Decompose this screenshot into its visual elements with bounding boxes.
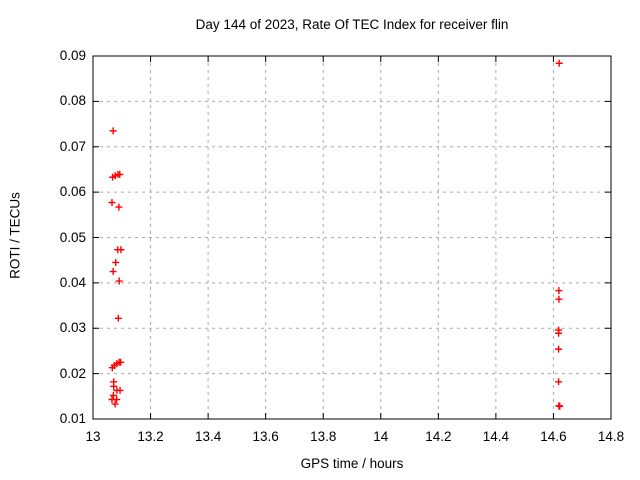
data-point [114, 314, 122, 322]
y-tick-label: 0.04 [59, 274, 86, 290]
data-point [555, 295, 563, 303]
x-tick-label: 14.4 [482, 429, 510, 444]
data-point [116, 386, 124, 394]
chart-title: Day 144 of 2023, Rate Of TEC Index for r… [195, 17, 509, 32]
data-point [115, 203, 123, 211]
data-point [555, 329, 563, 337]
y-tick-label: 0.02 [59, 365, 86, 381]
data-point [117, 246, 125, 254]
data-point [113, 395, 121, 403]
data-point [555, 345, 563, 353]
y-tick-label: 0.08 [59, 93, 86, 109]
x-tick-label: 14.8 [597, 429, 625, 444]
x-tick-label: 14 [373, 429, 389, 444]
y-axis-title: ROTI / TECUs [7, 192, 23, 279]
data-point [115, 277, 123, 285]
x-tick-label: 13.8 [310, 429, 337, 444]
x-tick-label: 13 [85, 429, 101, 444]
data-point [555, 378, 563, 386]
x-tick-label: 14.2 [425, 429, 452, 444]
y-tick-label: 0.09 [59, 48, 86, 63]
data-point [110, 382, 118, 390]
x-tick-label: 13.6 [252, 429, 279, 444]
data-point [112, 258, 120, 266]
data-point [116, 170, 124, 178]
data-point [108, 199, 116, 207]
x-tick-label: 13.2 [137, 429, 164, 444]
data-point [117, 358, 125, 366]
data-point [109, 268, 117, 276]
y-tick-label: 0.06 [59, 184, 86, 200]
data-point [109, 127, 117, 135]
data-point [111, 400, 119, 408]
x-axis-title: GPS time / hours [300, 456, 404, 471]
x-tick-label: 13.4 [194, 429, 222, 444]
y-tick-label: 0.01 [59, 411, 86, 426]
x-tick-label: 14.6 [540, 429, 567, 444]
data-point [555, 287, 563, 295]
data-point [556, 402, 564, 410]
y-tick-label: 0.07 [59, 138, 86, 154]
data-point [109, 391, 117, 399]
data-point [555, 59, 563, 67]
y-tick-label: 0.03 [59, 320, 86, 336]
y-tick-label: 0.05 [59, 229, 86, 245]
